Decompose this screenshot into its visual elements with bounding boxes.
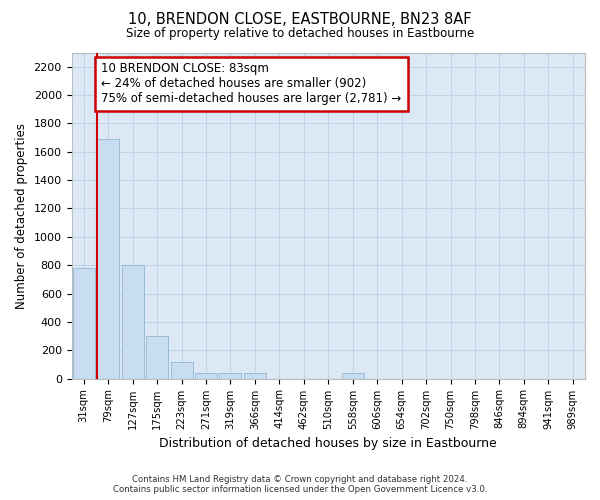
Text: Size of property relative to detached houses in Eastbourne: Size of property relative to detached ho… <box>126 28 474 40</box>
Bar <box>122 265 143 378</box>
Bar <box>244 373 266 378</box>
Y-axis label: Number of detached properties: Number of detached properties <box>15 122 28 308</box>
Bar <box>146 336 168 378</box>
Bar <box>342 373 364 378</box>
Bar <box>170 362 193 378</box>
Bar <box>97 139 119 378</box>
Text: 10, BRENDON CLOSE, EASTBOURNE, BN23 8AF: 10, BRENDON CLOSE, EASTBOURNE, BN23 8AF <box>128 12 472 28</box>
Text: 10 BRENDON CLOSE: 83sqm
← 24% of detached houses are smaller (902)
75% of semi-d: 10 BRENDON CLOSE: 83sqm ← 24% of detache… <box>101 62 401 106</box>
X-axis label: Distribution of detached houses by size in Eastbourne: Distribution of detached houses by size … <box>160 437 497 450</box>
Bar <box>73 268 95 378</box>
Bar <box>195 373 217 378</box>
Text: Contains HM Land Registry data © Crown copyright and database right 2024.
Contai: Contains HM Land Registry data © Crown c… <box>113 474 487 494</box>
Bar <box>220 373 241 378</box>
